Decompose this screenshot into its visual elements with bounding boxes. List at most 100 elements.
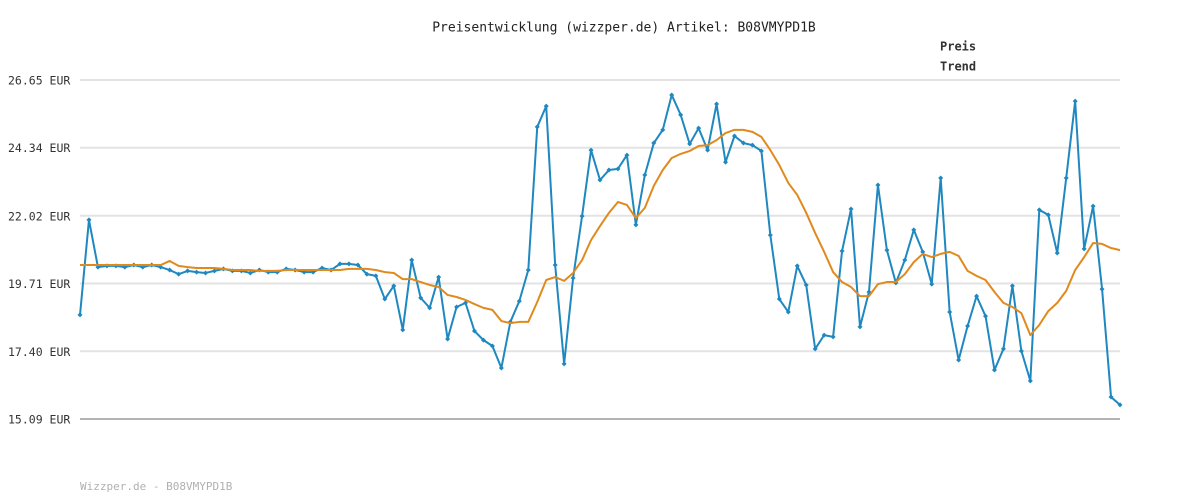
y-tick-label: 19.71 EUR: [8, 277, 70, 291]
point-marker: [597, 177, 603, 183]
point-marker: [776, 296, 782, 302]
point-marker: [1009, 283, 1015, 289]
point-marker: [1054, 250, 1060, 256]
point-marker: [489, 343, 495, 349]
point-marker: [382, 296, 388, 302]
point-marker: [211, 268, 217, 274]
point-marker: [1072, 98, 1078, 104]
y-tick-label: 26.65 EUR: [8, 74, 70, 88]
point-marker: [400, 327, 406, 333]
point-marker: [902, 257, 908, 263]
y-tick-label: 22.02 EUR: [8, 209, 70, 223]
point-marker: [723, 159, 729, 165]
point-marker: [974, 293, 980, 299]
point-marker: [785, 309, 791, 315]
point-marker: [185, 268, 191, 274]
point-marker: [875, 182, 881, 188]
point-marker: [588, 147, 594, 153]
point-marker: [956, 357, 962, 363]
point-marker: [525, 267, 531, 273]
point-marker: [740, 140, 746, 146]
point-marker: [337, 261, 343, 267]
point-marker: [203, 270, 209, 276]
point-marker: [830, 334, 836, 340]
point-marker: [364, 271, 370, 277]
point-marker: [454, 304, 460, 310]
point-marker: [651, 140, 657, 146]
point-marker: [1117, 402, 1123, 408]
point-marker: [696, 125, 702, 131]
point-marker: [812, 346, 818, 352]
point-marker: [624, 152, 630, 158]
legend-label: Trend: [940, 60, 976, 74]
point-marker: [714, 101, 720, 107]
point-marker: [534, 124, 540, 130]
y-tick-label: 15.09 EUR: [8, 413, 70, 427]
point-marker: [1081, 246, 1087, 252]
point-marker: [427, 305, 433, 311]
point-marker: [1108, 394, 1114, 400]
point-marker: [346, 261, 352, 267]
series-line: [80, 128, 1121, 337]
point-marker: [983, 313, 989, 319]
point-marker: [848, 206, 854, 212]
point-marker: [1099, 286, 1105, 292]
point-marker: [929, 281, 935, 287]
point-marker: [884, 247, 890, 253]
point-marker: [561, 361, 567, 367]
point-marker: [480, 337, 486, 343]
point-marker: [176, 271, 182, 277]
point-marker: [911, 227, 917, 233]
point-marker: [77, 312, 83, 318]
point-marker: [436, 274, 442, 280]
point-marker: [247, 270, 253, 276]
legend-label: Preis: [940, 40, 976, 54]
point-marker: [606, 167, 612, 173]
point-marker: [991, 367, 997, 373]
point-marker: [633, 222, 639, 228]
point-marker: [938, 175, 944, 181]
point-marker: [194, 269, 200, 275]
point-marker: [543, 103, 549, 109]
point-marker: [857, 324, 863, 330]
point-marker: [570, 275, 576, 281]
point-marker: [167, 267, 173, 273]
point-marker: [1027, 378, 1033, 384]
point-marker: [947, 309, 953, 315]
point-marker: [794, 263, 800, 269]
point-marker: [1063, 175, 1069, 181]
point-marker: [373, 273, 379, 279]
point-marker: [498, 365, 504, 371]
point-marker: [418, 295, 424, 301]
point-marker: [839, 248, 845, 254]
point-marker: [1000, 346, 1006, 352]
point-marker: [1018, 348, 1024, 354]
footer: Wizzper.de - B08VMYPD1B: [80, 480, 233, 493]
point-marker: [86, 217, 92, 223]
point-marker: [920, 249, 926, 255]
point-marker: [552, 262, 558, 268]
point-marker: [660, 127, 666, 133]
point-marker: [731, 133, 737, 139]
point-marker: [355, 262, 361, 268]
point-marker: [821, 332, 827, 338]
chart-title: Preisentwicklung (wizzper.de) Artikel: B…: [432, 21, 816, 36]
point-marker: [471, 328, 477, 334]
point-marker: [391, 283, 397, 289]
point-marker: [687, 141, 693, 147]
point-marker: [579, 213, 585, 219]
point-marker: [758, 148, 764, 154]
point-marker: [767, 232, 773, 238]
point-marker: [965, 323, 971, 329]
y-tick-label: 17.40 EUR: [8, 345, 70, 359]
point-marker: [1045, 212, 1051, 218]
point-marker: [803, 282, 809, 288]
point-marker: [705, 147, 711, 153]
point-marker: [749, 142, 755, 148]
point-marker: [642, 172, 648, 178]
point-marker: [615, 166, 621, 172]
point-marker: [1036, 207, 1042, 213]
point-marker: [1090, 203, 1096, 209]
